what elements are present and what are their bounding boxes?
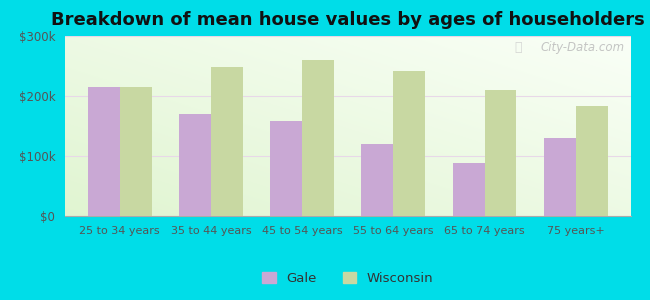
Bar (393, 71, 425, 216)
Title: Breakdown of mean house values by ages of householders: Breakdown of mean house values by ages o… (51, 11, 645, 29)
Bar (120, 87, 151, 216)
Bar (179, 114, 211, 216)
Bar (88, 87, 120, 216)
Text: City-Data.com: City-Data.com (541, 41, 625, 54)
Text: ⓘ: ⓘ (515, 41, 522, 54)
Bar (302, 60, 334, 216)
Bar (544, 138, 576, 216)
Bar (361, 144, 393, 216)
Bar (576, 106, 608, 216)
Bar (452, 163, 484, 216)
Bar (270, 121, 302, 216)
Legend: Gale, Wisconsin: Gale, Wisconsin (263, 272, 433, 285)
Bar (484, 90, 517, 216)
Bar (211, 67, 243, 216)
